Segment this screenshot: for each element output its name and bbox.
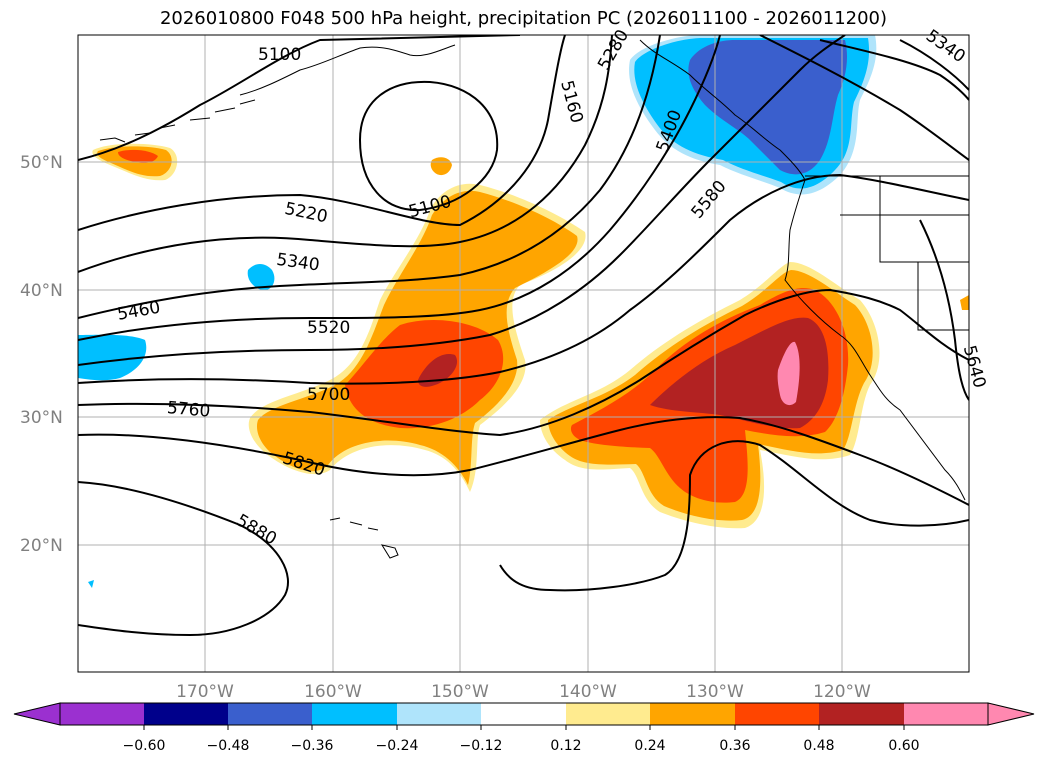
colorbar-tick-label: 0.36	[719, 738, 750, 754]
colorbar-segment	[60, 703, 144, 725]
contour-label: 5700	[307, 385, 350, 405]
lon-label: 160°W	[304, 682, 362, 702]
coastlines	[99, 39, 969, 559]
colorbar-tick-label: −0.36	[291, 738, 334, 754]
precip-fill-deep-sky	[247, 264, 275, 291]
colorbar: −0.60 −0.48 −0.36 −0.24 −0.12 0.12 0.24 …	[13, 702, 1035, 754]
colorbar-tick-label: −0.60	[123, 738, 166, 754]
colorbar-extend-right	[987, 702, 1035, 726]
colorbar-segment	[819, 703, 904, 725]
colorbar-frame	[59, 702, 989, 726]
colorbar-segment	[397, 703, 481, 725]
height-contours	[78, 35, 969, 637]
latitude-labels: 50°N 40°N 30°N 20°N	[20, 153, 63, 556]
longitude-labels: 170°W 160°W 150°W 140°W 130°W 120°W	[176, 682, 871, 702]
colorbar-tick-label: −0.48	[207, 738, 250, 754]
precip-fill-pink	[777, 341, 800, 406]
lon-label: 140°W	[559, 682, 617, 702]
lon-label: 120°W	[813, 682, 871, 702]
lon-label: 130°W	[686, 682, 744, 702]
colorbar-tick-label: 0.24	[634, 738, 665, 754]
lon-label: 170°W	[176, 682, 234, 702]
lat-label: 40°N	[20, 281, 63, 301]
colorbar-tick-label: 0.48	[803, 738, 834, 754]
colorbar-extend-left	[13, 702, 61, 726]
contour-label: 5100	[258, 45, 301, 65]
colorbar-segment	[144, 703, 228, 725]
colorbar-segment	[312, 703, 397, 725]
lat-label: 20°N	[20, 536, 63, 556]
precip-fill-deep-sky	[88, 580, 94, 588]
colorbar-segment	[481, 703, 566, 725]
lat-label: 30°N	[20, 408, 63, 428]
precip-fill-orange	[960, 295, 969, 310]
colorbar-tick-label: −0.12	[460, 738, 503, 754]
colorbar-tick-label: −0.24	[376, 738, 419, 754]
colorbar-segment	[735, 703, 819, 725]
colorbar-tick-labels: −0.60 −0.48 −0.36 −0.24 −0.12 0.12 0.24 …	[123, 738, 920, 754]
colorbar-segment	[650, 703, 735, 725]
contour-label: 5760	[166, 398, 211, 422]
precip-fill-royal-blue	[688, 40, 848, 175]
map-title: 2026010800 F048 500 hPa height, precipit…	[159, 8, 888, 29]
lon-label: 150°W	[431, 682, 489, 702]
colorbar-tick-label: 0.60	[888, 738, 919, 754]
precip-fill-dark-red	[418, 354, 458, 387]
colorbar-segment	[566, 703, 650, 725]
map-frame	[77, 34, 970, 673]
colorbar-segment	[228, 703, 312, 725]
colorbar-segment	[904, 703, 988, 725]
colorbar-tick-label: 0.12	[550, 738, 581, 754]
contour-label: 5520	[307, 318, 350, 338]
precip-negative-fills	[78, 35, 877, 588]
precip-fill-red-orange	[118, 149, 158, 163]
colorbar-ticks	[143, 725, 905, 730]
precip-fill-deep-sky	[78, 334, 147, 381]
lat-label: 50°N	[20, 153, 63, 173]
